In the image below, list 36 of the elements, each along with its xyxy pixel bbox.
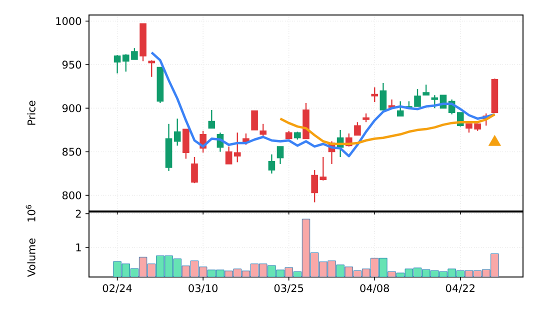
candlestick bbox=[371, 86, 378, 103]
candlestick bbox=[251, 110, 258, 130]
candlestick bbox=[380, 82, 387, 111]
x-tick-label: 04/08 bbox=[360, 284, 390, 293]
y-tick-label: 850 bbox=[62, 148, 82, 156]
x-tick-label: 03/25 bbox=[274, 284, 304, 293]
y-axis-title: Price bbox=[27, 100, 36, 125]
line-series bbox=[150, 51, 496, 158]
candlestick bbox=[208, 109, 216, 129]
y-tick-label: 1000 bbox=[56, 17, 82, 26]
candlestick bbox=[174, 118, 181, 146]
candlestick bbox=[260, 123, 267, 137]
y-tick-label: 800 bbox=[62, 191, 82, 200]
candlestick bbox=[276, 146, 284, 165]
y-tick-label: 950 bbox=[62, 60, 82, 69]
x-tick-label: 04/22 bbox=[446, 284, 474, 293]
candlestick bbox=[311, 169, 318, 203]
candlestick bbox=[114, 54, 121, 74]
candlestick bbox=[431, 94, 438, 109]
candlestick bbox=[234, 132, 241, 163]
y-tick-label: 900 bbox=[62, 104, 82, 112]
candlestick bbox=[320, 156, 327, 182]
text: 10$^{6}$ bbox=[26, 205, 36, 222]
candlestick bbox=[422, 84, 430, 96]
x-tick-label: 03/10 bbox=[188, 284, 218, 293]
candlestick bbox=[396, 100, 404, 117]
y-tick-label: 1 bbox=[76, 244, 81, 252]
candlestick bbox=[148, 60, 156, 78]
candlestick bbox=[354, 122, 361, 136]
candlestick bbox=[268, 154, 276, 174]
candlestick bbox=[225, 146, 232, 165]
y-tick-label: 2 bbox=[76, 210, 81, 218]
candlestick bbox=[182, 128, 190, 160]
x-tick-label: 02/24 bbox=[102, 284, 132, 293]
y-axis-title: Volume bbox=[27, 238, 36, 277]
candlestick bbox=[191, 156, 198, 184]
